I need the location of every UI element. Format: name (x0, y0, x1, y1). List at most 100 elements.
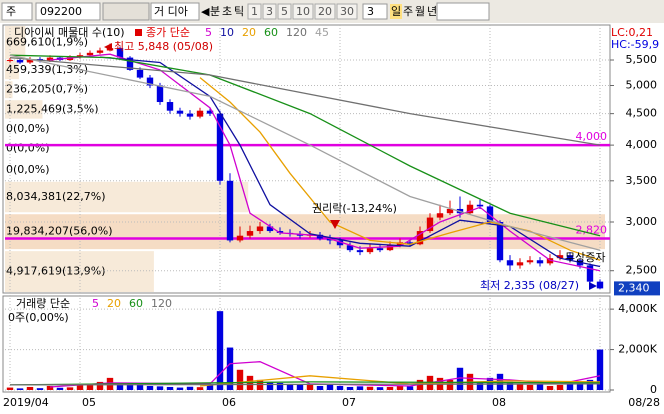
last-price: 2,340 (618, 281, 650, 294)
interval-button[interactable] (336, 3, 358, 20)
interval-button[interactable] (277, 3, 292, 20)
candle-body (226, 180, 234, 241)
level-label: 4,000 (576, 130, 608, 143)
volume-bar (166, 386, 174, 390)
volume-bar (336, 385, 344, 390)
interval-label: 30 (340, 5, 354, 18)
volume-bar (176, 387, 184, 390)
candle-body (536, 260, 544, 264)
volume-legend-entry: 120 (151, 297, 172, 310)
volume-bar (446, 379, 454, 390)
v-tick-label: 0 (650, 383, 657, 396)
candle-body (46, 57, 54, 61)
interval-label: 1 (251, 5, 258, 18)
interval-button[interactable] (262, 3, 277, 20)
candle-body (176, 110, 184, 114)
band-bar (5, 251, 154, 292)
ma-line (99, 56, 601, 268)
band-bar (5, 81, 13, 99)
unit-button[interactable]: 주 (403, 5, 413, 18)
volume-bar (96, 381, 104, 390)
band-label: 669,610(1,9%) (6, 36, 88, 49)
interval-button[interactable] (314, 3, 336, 20)
unit-button[interactable]: 년 (427, 5, 437, 18)
unit-button[interactable]: 일 (391, 4, 401, 18)
volume-bar (86, 384, 94, 390)
candle-body (366, 248, 374, 253)
volume-bar (156, 386, 164, 390)
candle-body (216, 113, 224, 181)
candle-body (6, 60, 14, 62)
volume-bar (196, 387, 204, 390)
band-label: 236,205(0,7%) (6, 83, 88, 96)
input-box[interactable] (436, 2, 490, 21)
band-bar (5, 214, 605, 250)
candle-body (446, 208, 454, 214)
volume-bar (126, 383, 134, 390)
ma-line (9, 54, 601, 237)
interval-label: 10 (296, 5, 310, 18)
volume-bar (596, 349, 604, 390)
low-arrow (589, 282, 597, 290)
volume-bar (66, 387, 74, 390)
volume-legend-entry: 60 (129, 297, 143, 310)
candle-body (76, 55, 84, 58)
y-tick-label: 3,000 (626, 215, 658, 228)
volume-bar (146, 385, 154, 390)
candle-body (266, 226, 274, 232)
level-label: 2,820 (576, 224, 608, 237)
candle-body (526, 260, 534, 263)
legend-swatch (135, 29, 142, 36)
toolbar-buttons: 분 초 틱 1 3 5 10 20 30 3 일 주 월 년 (210, 3, 437, 20)
band-label: 0(0,0%) (6, 163, 50, 176)
volume-bar (206, 383, 214, 390)
volume-bar (56, 387, 64, 390)
count-box[interactable] (362, 3, 388, 20)
candle-body (586, 265, 594, 282)
hc: HC:-59,9 (611, 38, 659, 51)
candle-body (436, 213, 444, 218)
volume-bar (526, 384, 534, 390)
candle-body (556, 255, 564, 259)
count: 3 (367, 5, 374, 18)
market-select[interactable] (1, 2, 33, 21)
volume-bar (356, 386, 364, 390)
candle-body (256, 226, 264, 232)
code-input[interactable] (35, 2, 101, 21)
stock-name: 거 디아 (154, 5, 188, 18)
band-bar (5, 61, 19, 80)
candle-body (136, 69, 144, 78)
volume-bar (366, 386, 374, 390)
unit-button[interactable]: 월 (415, 5, 425, 18)
interval-label: 20 (318, 5, 332, 18)
candle-body (466, 204, 474, 214)
y-tick-label: 5,000 (626, 78, 658, 91)
legend-entry: 45 (315, 26, 329, 39)
high-note: 최고 5,848 (05/08) (114, 40, 213, 53)
candle-body (416, 231, 424, 245)
interval-button[interactable] (292, 3, 314, 20)
v-tick-label: 4,000K (618, 302, 657, 315)
y-tick-label: 5,500 (626, 53, 658, 66)
band-bar (5, 181, 249, 213)
volume-profile: 669,610(1,9%) 459,339(1,3%) 236,205(0,7%) 1… (5, 26, 605, 292)
volume-bar (476, 381, 484, 390)
volume-bar (186, 386, 194, 390)
candle-body (236, 235, 244, 241)
period-button[interactable]: 틱 (234, 5, 244, 18)
legend-entry: 120 (286, 26, 307, 39)
tool-icons[interactable] (102, 2, 150, 21)
period-button[interactable]: 분 (210, 5, 220, 18)
volume-bar (396, 385, 404, 390)
volume-bar (136, 384, 144, 390)
legend-entry: 60 (264, 26, 278, 39)
prev-arrow[interactable]: ◀ (201, 5, 210, 18)
code: 092200 (40, 5, 82, 18)
interval-button[interactable] (247, 3, 262, 20)
volume-bar (586, 379, 594, 390)
volume-panel (2, 295, 611, 393)
candle-body (316, 234, 324, 239)
candle-body (196, 110, 204, 117)
period-button[interactable]: 초 (222, 5, 232, 18)
candle-body (26, 59, 34, 63)
